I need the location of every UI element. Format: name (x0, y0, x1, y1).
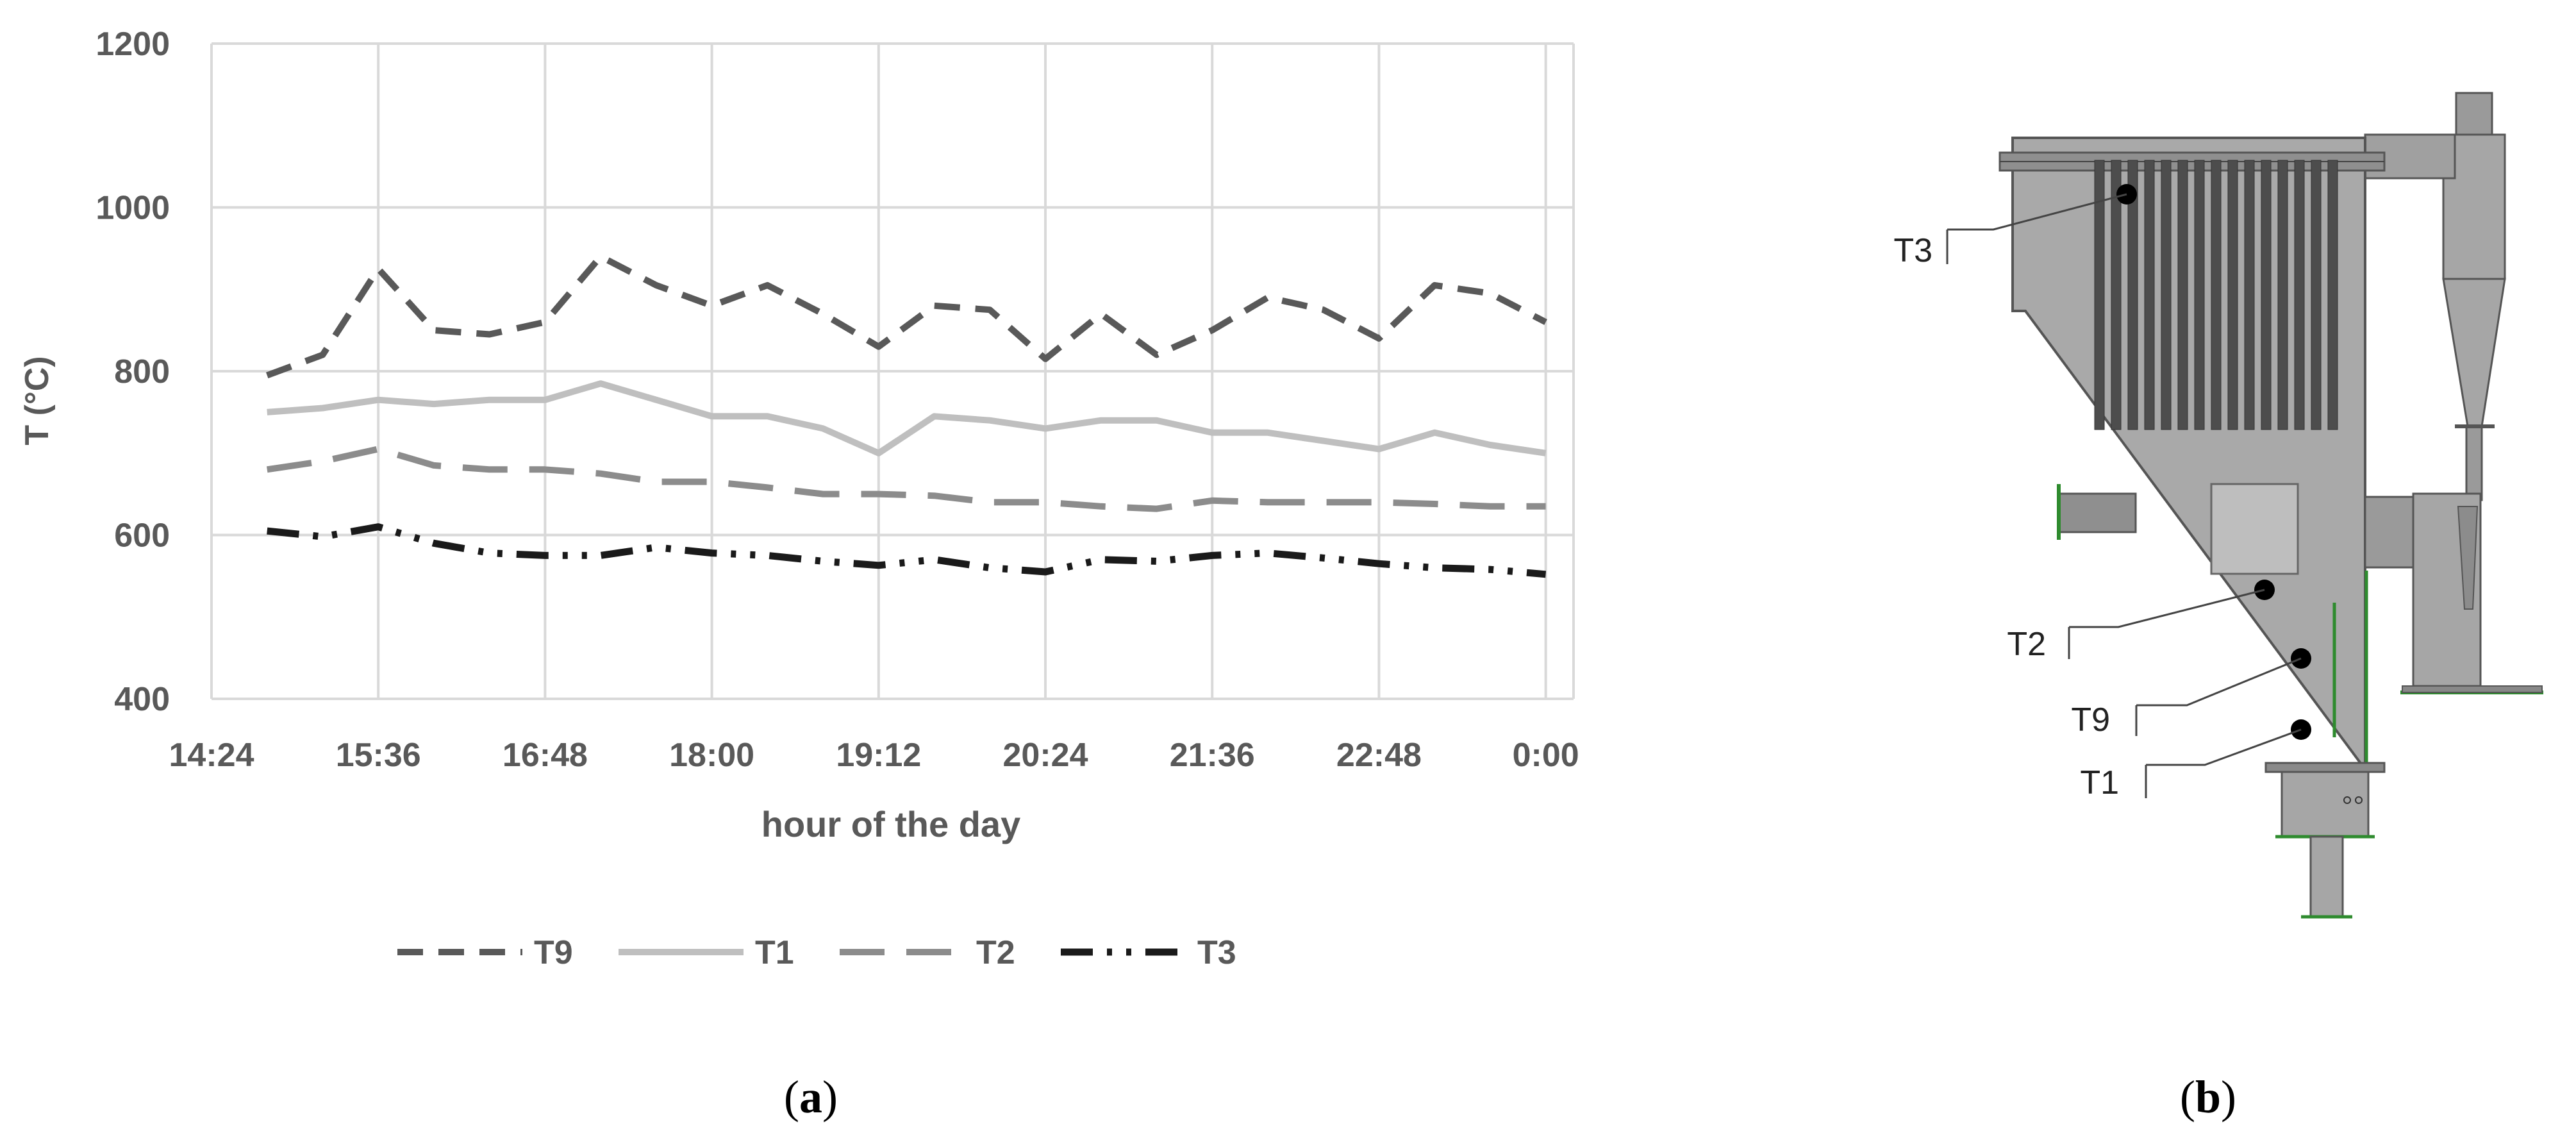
x-axis-label: hour of the day (761, 804, 1020, 844)
series-line-T9 (265, 253, 1547, 379)
sensor-T3: T3 (1893, 184, 2137, 269)
svg-text:T9: T9 (2071, 701, 2110, 739)
x-tick-label: 19:12 (836, 737, 921, 774)
legend-label-T1: T1 (755, 934, 794, 971)
tube (2194, 160, 2205, 430)
x-tick-label: 15:36 (336, 737, 421, 774)
outlet-duct (2364, 496, 2414, 569)
inlet-pipe (2057, 492, 2137, 533)
tube (2277, 160, 2288, 430)
x-tick-label: 14:24 (169, 737, 254, 774)
x-tick-labels: 14:24 15:36 16:48 18:00 19:12 20:24 21:36 22:48… (169, 737, 1579, 774)
svg-text:T3: T3 (1893, 232, 1932, 269)
tube (2294, 160, 2305, 430)
bottom-outlet (2309, 835, 2344, 918)
y-tick-label: 800 (114, 353, 170, 390)
bottom-flange (2264, 762, 2386, 773)
tube (2211, 160, 2222, 430)
x-tick-label: 21:36 (1170, 737, 1255, 774)
y-tick-label: 600 (114, 517, 170, 555)
sensor-T2: T2 (2007, 580, 2275, 663)
tube (2144, 160, 2155, 430)
tube (2327, 160, 2338, 430)
legend-label-T3: T3 (1197, 934, 1236, 971)
heat-exchanger-tubes (2094, 160, 2338, 430)
tube (2311, 160, 2322, 430)
tube (2127, 160, 2138, 430)
bottom-hopper (2281, 771, 2370, 837)
cyclone-leg (2465, 425, 2483, 501)
tube (2227, 160, 2238, 430)
sensor-T1: T1 (2080, 719, 2311, 801)
y-tick-label: 1000 (96, 190, 170, 227)
tube (2177, 160, 2188, 430)
y-tick-labels: 400 600 800 1000 1200 (96, 26, 170, 718)
tube (2244, 160, 2255, 430)
svg-text:T1: T1 (2080, 764, 2119, 801)
x-tick-label: 18:00 (669, 737, 754, 774)
y-tick-label: 400 (114, 681, 170, 718)
caption-a: (a) (784, 1071, 838, 1123)
x-tick-label: 16:48 (503, 737, 588, 774)
series-line-T1 (267, 380, 1547, 456)
tube (2161, 160, 2172, 430)
temperature-chart: 400 600 800 1000 1200 14:24 15:36 16:48 18:00 19… (19, 26, 1579, 971)
tube (2111, 160, 2122, 430)
y-tick-label: 1200 (96, 26, 170, 63)
caption-b: (b) (2180, 1071, 2236, 1123)
lower-chamber-cone (2457, 506, 2479, 610)
series-lines (265, 253, 1547, 578)
tube (2094, 160, 2105, 430)
cyclone-cone (2442, 278, 2506, 428)
inspection-window (2210, 483, 2299, 575)
series-line-T3 (267, 523, 1547, 578)
series-line-T2 (266, 446, 1546, 512)
gridlines (210, 42, 1575, 700)
x-tick-label: 0:00 (1513, 737, 1579, 774)
svg-text:T2: T2 (2007, 626, 2046, 663)
x-tick-label: 22:48 (1336, 737, 1422, 774)
legend: T9 T1 T2 T3 (397, 934, 1236, 971)
x-tick-label: 20:24 (1003, 737, 1088, 774)
sensor-T9: T9 (2071, 648, 2311, 739)
legend-label-T2: T2 (976, 934, 1015, 971)
boiler-diagram: T3 T2 T9 T1 (1893, 92, 2543, 919)
y-axis-label: T (°C) (19, 356, 56, 445)
tube (2261, 160, 2272, 430)
legend-label-T9: T9 (534, 934, 573, 971)
